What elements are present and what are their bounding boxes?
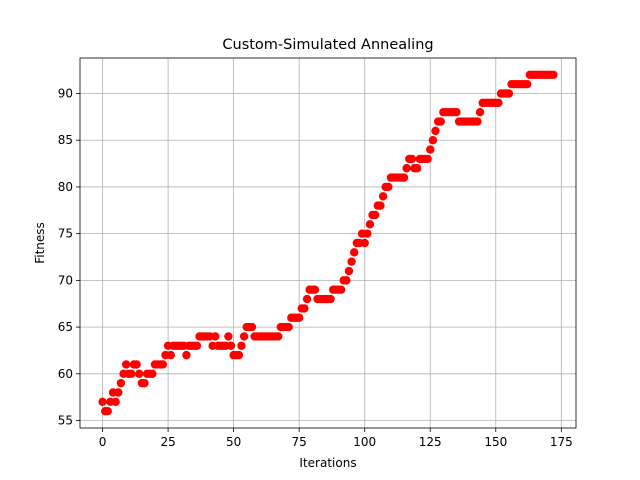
x-tick-label: 0 — [99, 435, 107, 449]
y-tick-label: 85 — [58, 133, 73, 147]
x-tick-label: 175 — [550, 435, 573, 449]
data-points — [98, 70, 558, 416]
data-point — [342, 276, 351, 285]
data-point — [347, 257, 356, 266]
data-point — [344, 266, 354, 276]
data-point — [363, 229, 372, 238]
x-tick-label: 75 — [292, 435, 307, 449]
data-point — [300, 304, 309, 313]
data-point — [365, 220, 375, 229]
data-point — [135, 369, 144, 379]
data-point — [192, 341, 202, 350]
data-point — [98, 397, 107, 407]
data-point — [384, 182, 393, 192]
data-point — [103, 406, 112, 416]
data-point — [239, 332, 249, 341]
y-tick-label: 90 — [58, 87, 73, 101]
y-tick-label: 80 — [58, 180, 73, 194]
data-point — [399, 173, 409, 182]
data-point — [452, 107, 461, 117]
data-point — [211, 332, 220, 341]
data-point — [407, 154, 417, 164]
grid-lines — [80, 58, 576, 428]
axis-ticks: 0 25 50 75 100 125 150 175 55 60 65 70 75 80 85 90 — [58, 87, 573, 449]
data-point — [376, 201, 385, 210]
data-point — [234, 350, 244, 360]
data-point — [302, 294, 312, 304]
data-point — [370, 210, 380, 220]
data-point — [166, 350, 175, 360]
data-point — [549, 70, 558, 80]
y-tick-label: 65 — [58, 320, 73, 334]
x-tick-label: 25 — [160, 435, 175, 449]
data-point — [224, 332, 233, 341]
x-tick-label: 125 — [419, 435, 442, 449]
data-point — [273, 332, 283, 341]
x-tick-label: 100 — [353, 435, 376, 449]
data-point — [114, 388, 123, 397]
data-point — [127, 369, 136, 379]
data-point — [182, 350, 191, 360]
data-point — [378, 192, 388, 201]
data-point — [132, 360, 141, 369]
data-point — [140, 378, 149, 388]
data-point — [475, 107, 485, 117]
data-point — [423, 154, 432, 164]
data-point — [284, 322, 293, 332]
y-tick-label: 55 — [58, 414, 73, 428]
data-point — [431, 126, 440, 136]
data-point — [402, 164, 411, 173]
data-point — [360, 238, 369, 248]
data-point — [412, 164, 422, 173]
data-point — [428, 136, 438, 145]
data-point — [336, 285, 346, 294]
data-point — [473, 117, 482, 126]
data-point — [226, 341, 236, 350]
data-point — [111, 397, 120, 407]
y-axis-label: Fitness — [33, 222, 47, 264]
data-point — [310, 285, 320, 294]
data-point — [426, 145, 435, 154]
chart-title: Custom-Simulated Annealing — [222, 37, 433, 53]
data-point — [158, 360, 168, 369]
y-tick-label: 60 — [58, 367, 73, 381]
x-axis-label: Iterations — [299, 456, 356, 470]
data-point — [121, 360, 131, 369]
x-tick-label: 50 — [226, 435, 241, 449]
data-point — [504, 89, 514, 98]
data-point — [350, 248, 359, 257]
data-point — [237, 341, 246, 350]
data-point — [116, 378, 126, 388]
data-point — [294, 313, 304, 322]
y-tick-label: 70 — [58, 273, 73, 287]
data-point — [436, 117, 445, 126]
data-point — [326, 294, 335, 304]
x-tick-label: 150 — [484, 435, 507, 449]
data-point — [523, 79, 532, 89]
data-point — [148, 369, 157, 379]
data-point — [494, 98, 503, 108]
axes-frame — [79, 57, 577, 429]
y-tick-label: 75 — [58, 227, 73, 241]
data-point — [247, 322, 257, 332]
